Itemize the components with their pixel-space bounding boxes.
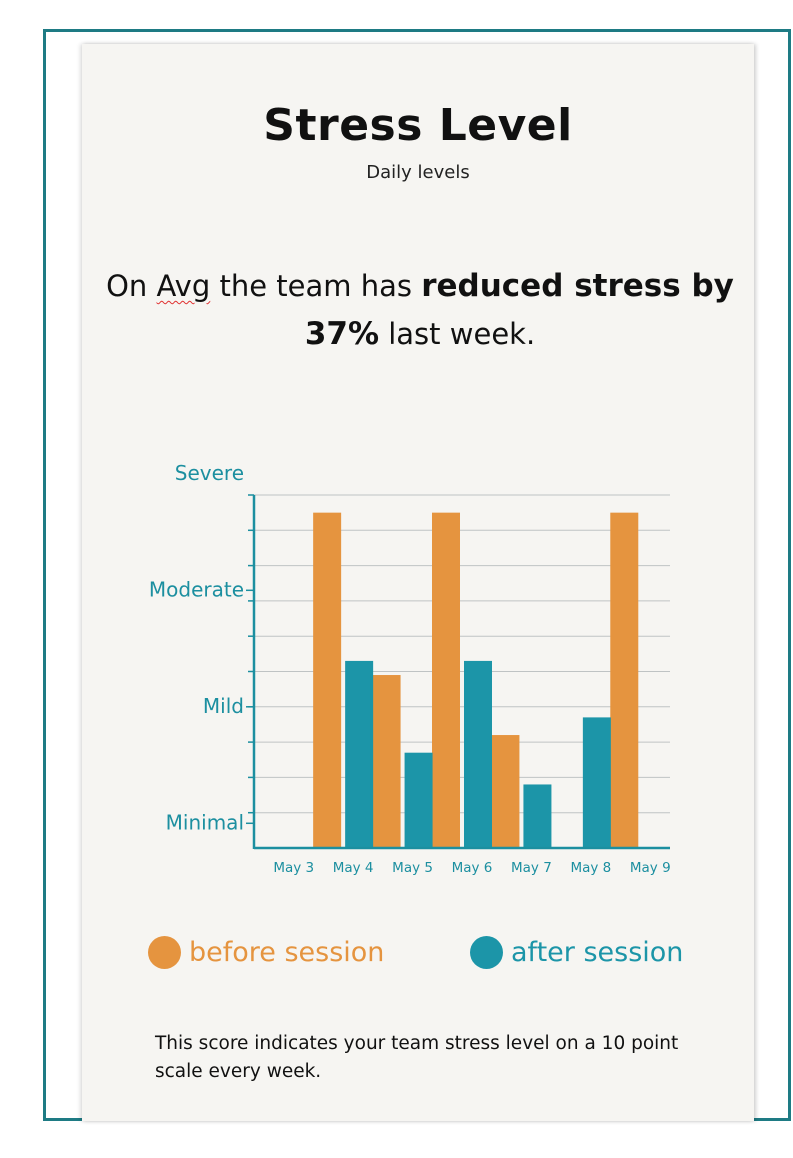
legend-after-dot: [470, 935, 503, 969]
bar-after-may-8: [582, 717, 611, 848]
y-tick-label-mild: Mild: [203, 694, 244, 718]
x-tick-label: May 5: [392, 860, 433, 876]
headline-part3: last week.: [379, 317, 536, 351]
x-tick-label: May 4: [333, 860, 374, 876]
legend-after-label: after session: [511, 936, 684, 968]
y-tick-label-minimal: Minimal: [166, 810, 244, 834]
bar-after-may-7: [523, 784, 552, 848]
legend-after: after session: [470, 932, 683, 972]
x-tick-label: May 3: [273, 860, 314, 876]
summary-headline: On Avg the team has reduced stress by 37…: [100, 262, 740, 358]
y-tick-label-severe: Severe: [175, 461, 244, 485]
x-tick-label: May 8: [570, 860, 611, 876]
bar-after-may-4: [345, 660, 374, 848]
bar-after-may-5: [404, 752, 433, 848]
legend-before-dot: [148, 935, 181, 969]
page-title: Stress Level: [263, 100, 573, 151]
footnote: This score indicates your team stress le…: [155, 1033, 679, 1082]
bar-before-may-5: [372, 675, 401, 848]
bar-before-may-4: [313, 512, 342, 848]
legend-before-label: before session: [189, 936, 385, 968]
x-tick-label: May 7: [511, 860, 552, 876]
headline-bold: reduced stress by 37%: [304, 268, 734, 352]
headline-part2: the team has: [210, 269, 422, 303]
stress-bar-chart: Minimal Mild Moderate Severe May 3 May 4 May 5…: [149, 461, 671, 876]
headline-part1: On: [106, 269, 157, 303]
x-tick-label: May 9: [630, 860, 671, 876]
y-tick-label-moderate: Moderate: [149, 577, 244, 601]
bar-before-may-7: [491, 735, 520, 848]
page-subtitle: Daily levels: [366, 162, 470, 183]
headline-avg-word: Avg: [156, 269, 211, 303]
x-tick-label: May 6: [452, 860, 493, 876]
bar-before-may-9: [610, 512, 639, 848]
stress-card: [82, 44, 754, 1121]
legend-before: before session: [148, 932, 384, 972]
bar-before-may-6: [432, 512, 460, 848]
bar-after-may-6: [464, 660, 492, 848]
